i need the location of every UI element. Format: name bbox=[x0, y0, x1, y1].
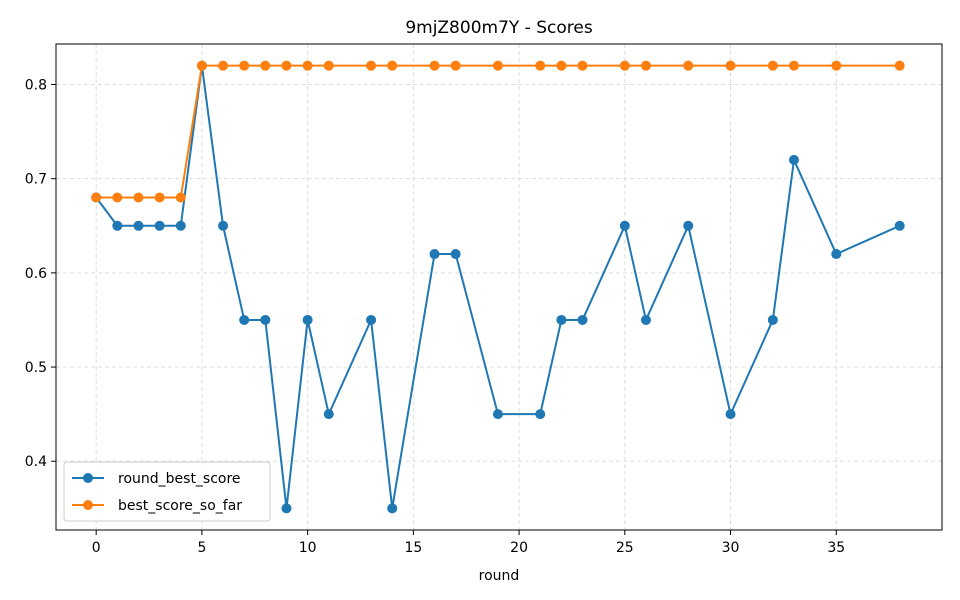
x-tick-label: 30 bbox=[722, 540, 740, 556]
data-point-round_best_score bbox=[302, 314, 313, 325]
axes: 0 5 10 15 20 25 30 35 0.4 0.5 0.6 0.7 0.8 bbox=[25, 78, 845, 557]
data-point-best_score_so_far bbox=[196, 60, 207, 71]
data-point-best_score_so_far bbox=[302, 60, 313, 71]
data-point-best_score_so_far bbox=[577, 60, 588, 71]
data-point-round_best_score bbox=[492, 409, 503, 420]
x-tick-label: 25 bbox=[616, 540, 634, 556]
legend-marker bbox=[83, 473, 93, 483]
data-point-best_score_so_far bbox=[725, 60, 736, 71]
data-point-round_best_score bbox=[218, 220, 229, 231]
data-point-round_best_score bbox=[154, 220, 165, 231]
legend-label: round_best_score bbox=[118, 471, 241, 487]
data-point-round_best_score bbox=[366, 314, 377, 325]
legend-marker bbox=[83, 500, 93, 510]
data-point-round_best_score bbox=[260, 314, 271, 325]
x-tick-label: 10 bbox=[299, 540, 317, 556]
legend-label: best_score_so_far bbox=[118, 498, 242, 514]
y-tick-label: 0.7 bbox=[25, 172, 47, 188]
grid bbox=[56, 44, 942, 530]
data-point-best_score_so_far bbox=[387, 60, 398, 71]
data-point-round_best_score bbox=[556, 314, 567, 325]
data-point-round_best_score bbox=[429, 249, 440, 260]
data-point-best_score_so_far bbox=[323, 60, 334, 71]
data-point-round_best_score bbox=[112, 220, 123, 231]
data-point-best_score_so_far bbox=[91, 192, 102, 203]
series-line-round_best_score bbox=[95, 65, 901, 509]
x-tick-label: 35 bbox=[827, 540, 845, 556]
y-tick-label: 0.4 bbox=[25, 454, 47, 470]
x-tick-label: 5 bbox=[197, 540, 206, 556]
data-point-best_score_so_far bbox=[894, 60, 905, 71]
data-point-best_score_so_far bbox=[640, 60, 651, 71]
data-point-round_best_score bbox=[767, 314, 778, 325]
data-point-best_score_so_far bbox=[133, 192, 144, 203]
data-point-round_best_score bbox=[175, 220, 186, 231]
chart-title: 9mjZ800m7Y - Scores bbox=[405, 18, 593, 38]
data-point-round_best_score bbox=[281, 503, 292, 514]
x-tick-label: 0 bbox=[92, 540, 101, 556]
data-point-round_best_score bbox=[831, 249, 842, 260]
data-point-best_score_so_far bbox=[767, 60, 778, 71]
series-line-best_score_so_far bbox=[96, 64, 900, 199]
plot-frame bbox=[55, 43, 943, 531]
data-point-best_score_so_far bbox=[429, 60, 440, 71]
data-point-best_score_so_far bbox=[366, 60, 377, 71]
data-point-best_score_so_far bbox=[239, 60, 250, 71]
data-point-round_best_score bbox=[894, 220, 905, 231]
data-point-best_score_so_far bbox=[175, 192, 186, 203]
data-point-best_score_so_far bbox=[112, 192, 123, 203]
legend: round_best_score best_score_so_far bbox=[63, 461, 271, 522]
data-point-round_best_score bbox=[450, 249, 461, 260]
data-point-best_score_so_far bbox=[281, 60, 292, 71]
data-point-round_best_score bbox=[577, 314, 588, 325]
y-tick-label: 0.5 bbox=[25, 360, 47, 376]
data-point-round_best_score bbox=[619, 220, 630, 231]
data-point-best_score_so_far bbox=[683, 60, 694, 71]
data-point-best_score_so_far bbox=[619, 60, 630, 71]
data-point-round_best_score bbox=[239, 314, 250, 325]
series-layer bbox=[91, 60, 905, 514]
data-point-round_best_score bbox=[788, 154, 799, 165]
legend-box bbox=[63, 461, 271, 522]
data-point-best_score_so_far bbox=[218, 60, 229, 71]
data-point-best_score_so_far bbox=[450, 60, 461, 71]
y-tick-label: 0.8 bbox=[25, 78, 47, 94]
data-point-round_best_score bbox=[725, 409, 736, 420]
x-tick-label: 20 bbox=[510, 540, 528, 556]
data-point-best_score_so_far bbox=[788, 60, 799, 71]
x-axis-label: round bbox=[479, 568, 520, 584]
x-tick-label: 15 bbox=[404, 540, 422, 556]
data-point-round_best_score bbox=[133, 220, 144, 231]
data-point-best_score_so_far bbox=[492, 60, 503, 71]
data-point-best_score_so_far bbox=[260, 60, 271, 71]
y-tick-label: 0.6 bbox=[25, 266, 47, 282]
data-point-round_best_score bbox=[535, 409, 546, 420]
data-point-best_score_so_far bbox=[831, 60, 842, 71]
data-point-best_score_so_far bbox=[556, 60, 567, 71]
data-point-best_score_so_far bbox=[154, 192, 165, 203]
data-point-best_score_so_far bbox=[535, 60, 546, 71]
data-point-round_best_score bbox=[640, 314, 651, 325]
data-point-round_best_score bbox=[387, 503, 398, 514]
data-point-round_best_score bbox=[323, 409, 334, 420]
data-point-round_best_score bbox=[683, 220, 694, 231]
